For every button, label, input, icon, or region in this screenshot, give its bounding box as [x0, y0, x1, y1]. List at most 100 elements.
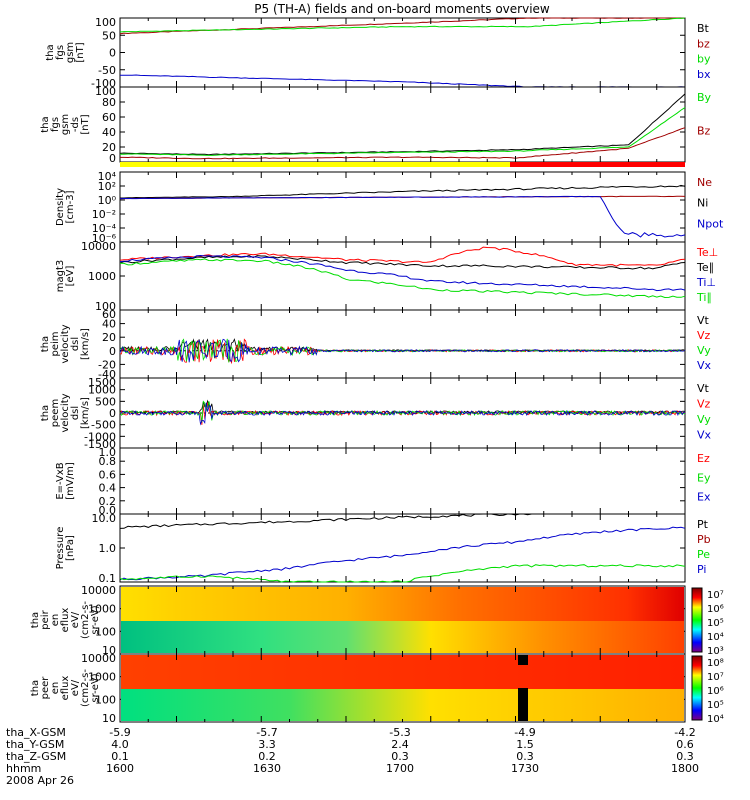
series-Bt	[119, 93, 686, 156]
mode-bar-slow	[120, 162, 510, 167]
time-axis-row-label: tha_X-GSM	[6, 726, 66, 739]
y-tick-label: 10000	[81, 652, 116, 665]
legend-bz: bz	[697, 37, 710, 50]
y-tick-label: 10	[102, 644, 116, 657]
y-tick-label: 100	[95, 693, 116, 706]
y-tick-label: 10⁴	[98, 170, 117, 183]
y-axis-label: (cm2-s-	[80, 669, 91, 707]
y-tick-label: 0.2	[99, 495, 117, 508]
y-tick-label: -500	[91, 419, 116, 432]
y-tick-label: 0.8	[99, 455, 117, 468]
y-axis-label: [mV/m]	[65, 462, 76, 500]
spectrogram-high	[121, 655, 684, 689]
y-tick-label: 10⁻⁶	[92, 232, 117, 245]
y-axis-label: Density	[55, 188, 66, 226]
y-tick-label: 20	[102, 141, 116, 154]
time-axis-value: 1600	[106, 762, 134, 775]
legend-Bt: Bt	[697, 22, 710, 35]
legend-Vt: Vt	[697, 382, 710, 395]
y-tick-label: 20	[102, 331, 116, 344]
y-axis-label: tha	[30, 612, 41, 628]
y-axis-label: [nPa]	[65, 535, 76, 561]
y-axis-label: sr-eV)	[90, 605, 101, 634]
legend-Vx: Vx	[697, 429, 712, 442]
legend-Vt: Vt	[697, 314, 710, 327]
y-axis-label: tha	[40, 336, 51, 352]
time-axis-row-label: tha_Z-GSM	[6, 750, 66, 763]
y-tick-label: 10000	[81, 584, 116, 597]
legend-Ti⊥: Ti⊥	[696, 276, 716, 289]
legend-Ni: Ni	[697, 197, 708, 210]
legend-Ey: Ey	[697, 471, 711, 484]
y-axis-label: fgs	[55, 45, 66, 60]
series-Te∥	[119, 254, 686, 270]
y-axis-label: velocity	[60, 393, 71, 432]
y-tick-label: -1000	[84, 430, 116, 443]
series-Ni	[120, 184, 686, 199]
y-tick-label: 1500	[88, 376, 116, 389]
y-axis-label: velocity	[60, 324, 71, 363]
y-tick-label: 40	[102, 126, 116, 139]
time-axis-value: 1.5	[516, 738, 534, 751]
y-axis-label: tha	[40, 405, 51, 421]
y-axis-label: tha	[30, 680, 41, 696]
y-axis-label: [km/s]	[80, 397, 91, 429]
y-tick-label: 10⁻²	[92, 208, 116, 221]
y-tick-label: 500	[95, 395, 116, 408]
legend-Npot: Npot	[697, 217, 724, 230]
time-axis-value: 1730	[511, 762, 539, 775]
time-axis-value: -4.9	[514, 726, 535, 739]
time-axis-value: 0.3	[516, 750, 534, 763]
y-axis-label: eV/	[70, 679, 81, 696]
y-tick-label: 1000	[88, 671, 116, 684]
legend-by: by	[697, 53, 711, 66]
panel-temperature: 10000 1000 100 magt3 [eV] Te⊥ Te∥ Ti⊥ Ti∥	[55, 240, 718, 313]
y-axis-label: gsm	[65, 42, 76, 63]
time-axis-value: 0.2	[258, 750, 276, 763]
legend-bx: bx	[697, 68, 711, 81]
time-axis-value: 3.3	[258, 738, 276, 751]
y-axis-label: (cm2-s-	[80, 601, 91, 639]
y-tick-label: 1000	[88, 603, 116, 616]
legend-Vz: Vz	[697, 329, 711, 342]
series-Bz	[120, 127, 686, 160]
y-tick-label: 0	[109, 345, 116, 358]
y-axis-label: eflux	[60, 676, 71, 701]
y-axis-label: [nT]	[80, 114, 91, 134]
y-tick-label: 100	[95, 16, 116, 29]
y-axis-label: fgs	[50, 117, 61, 132]
y-tick-label: 1.0	[99, 542, 117, 555]
time-axis-value: 0.3	[391, 750, 409, 763]
y-tick-label: 1000	[88, 270, 116, 283]
legend-Vx: Vx	[697, 359, 712, 372]
series-Vx	[119, 338, 686, 363]
spectrogram-low	[121, 621, 684, 653]
y-tick-label: -40	[98, 368, 116, 381]
time-axis-date: 2008 Apr 26	[6, 774, 74, 787]
time-axis-row-label: hhmm	[6, 762, 41, 775]
series-Npot	[119, 195, 686, 238]
legend-Pb: Pb	[697, 533, 711, 546]
y-tick-label: 100	[95, 85, 116, 98]
y-axis-label: eV/	[70, 611, 81, 628]
legend-Ne: Ne	[697, 176, 712, 189]
time-axis-value: 0.3	[676, 750, 694, 763]
y-tick-label: -50	[98, 64, 116, 77]
y-tick-label: 10000	[81, 240, 116, 253]
y-axis-label: dsl	[70, 406, 81, 420]
mode-bar-fast	[510, 162, 685, 167]
y-axis-label: peim	[50, 331, 61, 356]
y-axis-label: peir	[40, 609, 51, 629]
colorbar-tick-label: 10⁶	[707, 604, 724, 615]
data-gap	[518, 655, 528, 665]
y-tick-label: -100	[91, 77, 116, 90]
y-tick-label: 10	[102, 712, 116, 725]
y-axis-label: en	[50, 614, 61, 627]
plot-title: P5 (TH-A) fields and on-board moments ov…	[254, 2, 550, 16]
y-axis-label: eflux	[60, 608, 71, 633]
